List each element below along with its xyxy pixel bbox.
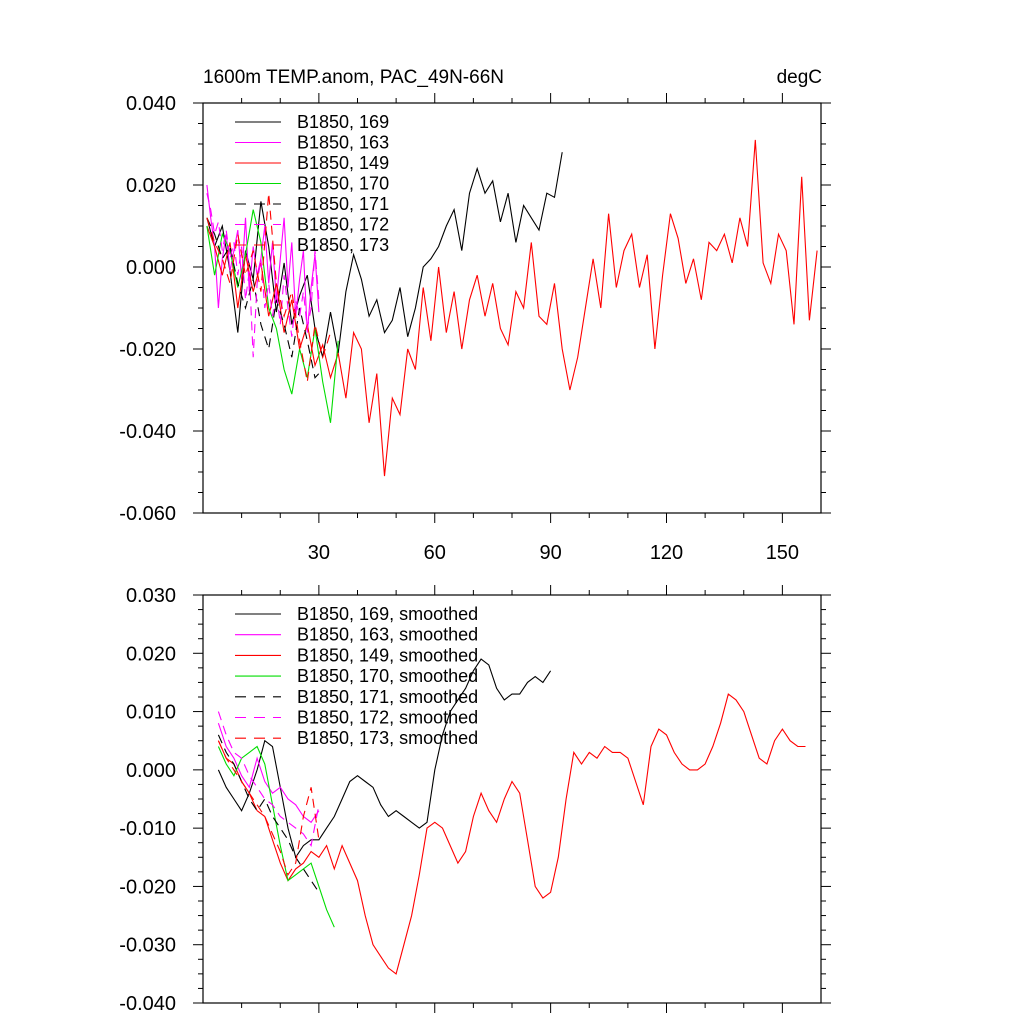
y-tick-label: -0.040	[119, 993, 176, 1015]
x-tick-label: 150	[766, 542, 799, 564]
series-line	[206, 193, 320, 358]
y-tick-label: -0.020	[119, 876, 176, 898]
y-tick-label: -0.010	[119, 818, 176, 840]
y-tick-label: -0.040	[119, 421, 176, 443]
series-line	[217, 711, 320, 848]
y-tick-label: 0.020	[126, 175, 176, 197]
legend-label: B1850, 173, smoothed	[297, 728, 478, 748]
units-label: degC	[777, 67, 822, 88]
y-tick-label: 0.000	[126, 760, 176, 782]
legend-label: B1850, 172	[297, 215, 389, 235]
legend-label: B1850, 171	[297, 194, 389, 214]
legend-label: B1850, 169, smoothed	[297, 604, 478, 624]
legend-label: B1850, 172, smoothed	[297, 708, 478, 728]
y-tick-label: 0.000	[126, 257, 176, 279]
series-line	[217, 734, 320, 893]
series-line	[217, 693, 806, 975]
legend-label: B1850, 149	[297, 153, 389, 173]
series-line	[206, 193, 332, 382]
legend-label: B1850, 170, smoothed	[297, 666, 478, 686]
x-tick-label: 60	[424, 542, 446, 564]
panel-top: 30 60 90 120 150 -0.060 -0.040 -0.020 0.000 0.020…	[119, 93, 831, 564]
y-tick-label: 0.040	[126, 93, 176, 115]
series-line	[206, 217, 324, 379]
series-line	[206, 139, 818, 477]
legend-label: B1850, 169	[297, 112, 389, 132]
x-tick-label: 120	[650, 542, 683, 564]
y-tick-label: -0.060	[119, 503, 176, 525]
y-tick-label: 0.010	[126, 702, 176, 724]
legend-label: B1850, 163, smoothed	[297, 625, 478, 645]
series-line	[217, 658, 552, 859]
legend-label: B1850, 170	[297, 174, 389, 194]
legend-label: B1850, 149, smoothed	[297, 645, 478, 665]
series-line	[217, 745, 335, 928]
legend-label: B1850, 171, smoothed	[297, 687, 478, 707]
legend-label: B1850, 173	[297, 235, 389, 255]
y-tick-label: -0.020	[119, 339, 176, 361]
y-tick-label: -0.030	[119, 935, 176, 957]
y-tick-label: 0.030	[126, 585, 176, 607]
series-line	[206, 184, 320, 333]
legend-label: B1850, 163	[297, 133, 389, 153]
y-tick-label: 0.020	[126, 643, 176, 665]
x-tick-label: 30	[308, 542, 330, 564]
plot-title: 1600m TEMP.anom, PAC_49N-66N	[203, 67, 504, 88]
panel-bottom: -0.040 -0.030 -0.020 -0.010 0.000 0.010 0.020 0…	[119, 585, 831, 1015]
series-line	[217, 740, 320, 877]
plot-frame	[202, 594, 822, 1004]
x-tick-label: 90	[540, 542, 562, 564]
